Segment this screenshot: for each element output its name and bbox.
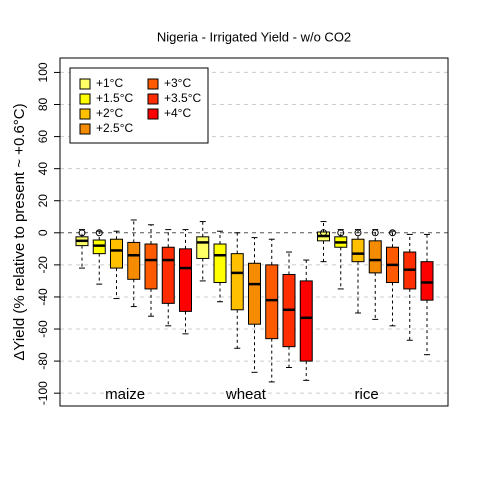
box <box>179 248 192 312</box>
outlier <box>389 229 396 237</box>
legend-frame <box>69 67 209 144</box>
legend-label: +1°C <box>96 76 123 90</box>
box <box>196 236 210 259</box>
y-tick-label: -40 <box>36 288 50 306</box>
outlier <box>354 229 362 237</box>
box <box>110 238 123 269</box>
y-tick-label: 80 <box>36 98 50 112</box>
legend-swatch <box>79 93 91 105</box>
legend-label: +4°C <box>164 106 191 120</box>
box <box>368 240 382 274</box>
legend-label: +3°C <box>164 76 191 90</box>
box <box>265 264 279 340</box>
box <box>213 243 227 284</box>
box <box>127 241 141 280</box>
box <box>420 261 434 301</box>
y-tick-label: 20 <box>36 194 50 208</box>
legend-swatch <box>147 78 159 90</box>
legend-label: +2°C <box>96 106 123 120</box>
box <box>299 280 313 362</box>
y-tick-label: 100 <box>36 62 50 82</box>
group-label: maize <box>105 386 145 403</box>
outlier <box>320 229 327 237</box>
box <box>351 238 365 263</box>
legend-swatch <box>147 93 159 105</box>
legend-swatch <box>79 78 91 90</box>
y-tick-label: -60 <box>36 320 50 338</box>
chart-title: Nigeria - Irrigated Yield - w/o CO2 <box>157 29 351 44</box>
box <box>230 253 244 311</box>
group-label: wheat <box>225 386 267 403</box>
y-tick-label: 40 <box>36 162 50 176</box>
y-tick-label: 0 <box>36 229 50 236</box>
legend-label: +3.5°C <box>164 91 201 105</box>
outlier <box>78 229 86 237</box>
box <box>248 262 261 325</box>
outlier <box>95 229 103 237</box>
y-tick-label: -80 <box>36 352 50 370</box>
plot-frame <box>59 57 449 407</box>
outlier <box>371 229 379 237</box>
outlier <box>337 229 345 237</box>
legend-label: +1.5°C <box>96 91 133 105</box>
y-tick-label: -20 <box>36 256 50 274</box>
legend-swatch <box>79 123 91 135</box>
group-label: rice <box>355 386 379 403</box>
legend-label: +2.5°C <box>96 121 133 135</box>
y-tick-label: 60 <box>36 130 50 144</box>
box <box>144 243 158 290</box>
y-axis-label: ΔYield (% relative to present ~ +0.6°C) <box>11 103 28 360</box>
box <box>161 246 175 304</box>
legend-swatch <box>147 108 159 120</box>
legend-swatch <box>79 108 91 120</box>
y-tick-label: -100 <box>36 381 50 405</box>
